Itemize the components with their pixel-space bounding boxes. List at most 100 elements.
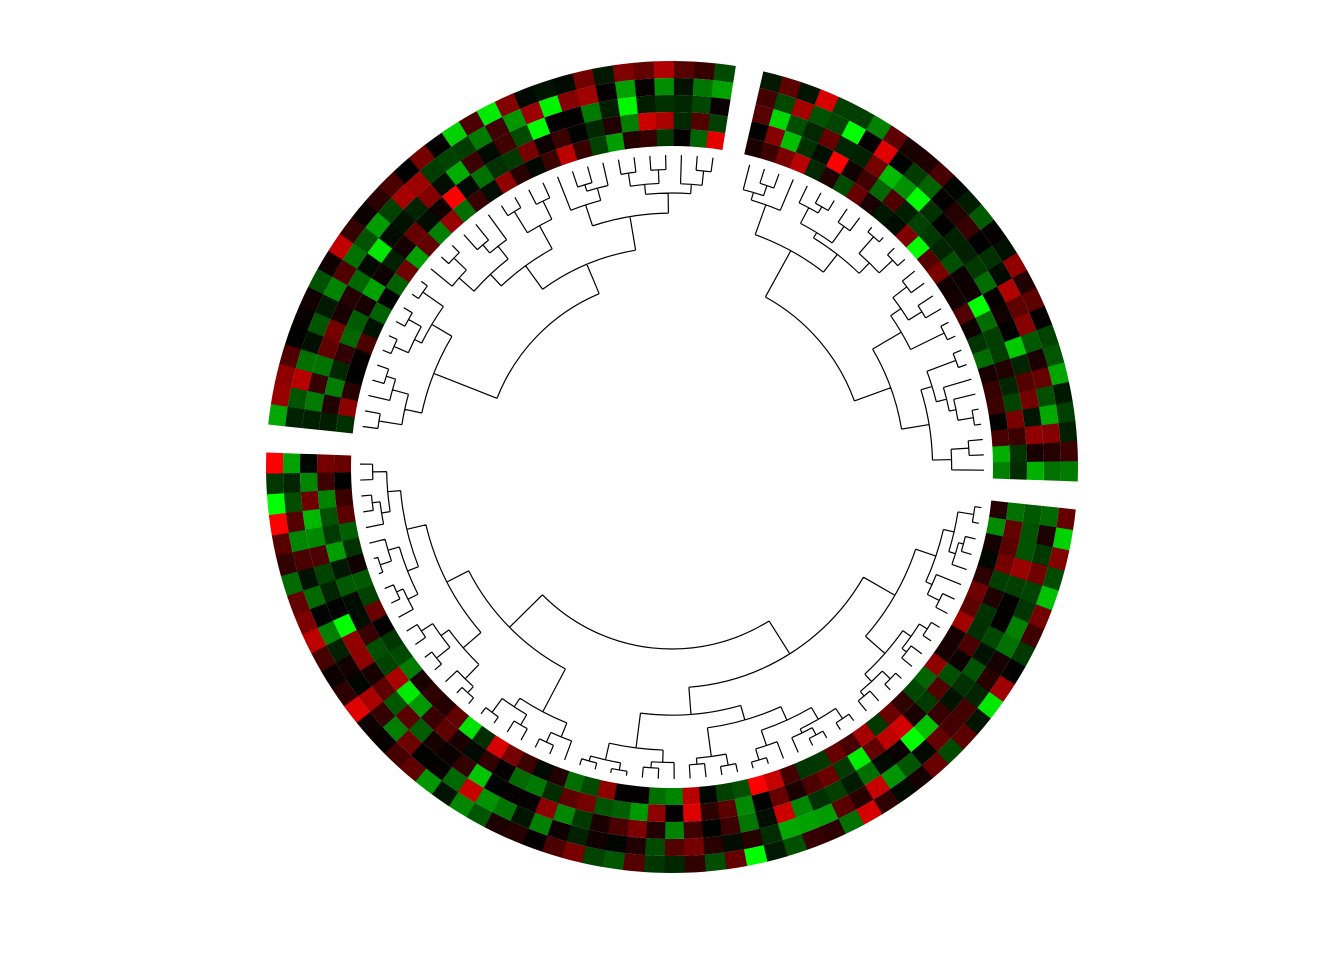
heatmap-cell [963, 255, 989, 280]
heatmap-cell [365, 212, 391, 239]
heatmap-cell [637, 112, 657, 131]
heatmap-cell [336, 504, 356, 525]
heatmap-cell [751, 791, 774, 813]
heatmap-cell [271, 532, 293, 557]
heatmap-cell [818, 166, 841, 189]
heatmap-cell [717, 799, 738, 819]
heatmap-cell [992, 462, 1011, 480]
heatmap-cell [329, 557, 352, 580]
heatmap-cell [966, 617, 990, 642]
heatmap-cell [447, 728, 473, 754]
heatmap-cell [507, 766, 532, 790]
heatmap-cell [607, 816, 630, 837]
heatmap-cell [572, 68, 596, 90]
heatmap-cell [975, 666, 1001, 693]
heatmap-cell [1000, 658, 1026, 685]
heatmap-cell [531, 758, 554, 782]
heatmap-cell [972, 564, 994, 587]
heatmap-cell [966, 332, 989, 355]
heatmap-cell [323, 318, 347, 343]
heatmap-cell [711, 80, 734, 100]
heatmap-cell [371, 262, 396, 288]
heatmap-cell [1026, 562, 1049, 586]
heatmap-cell [857, 129, 883, 155]
heatmap-cell [977, 363, 999, 385]
heatmap-cell [654, 95, 675, 113]
heatmap-cell [341, 629, 366, 655]
heatmap-cell [541, 781, 564, 804]
heatmap-cell [833, 135, 858, 160]
heatmap-cell [747, 774, 769, 796]
dendrogram-sector-3 [742, 164, 984, 471]
heatmap-cell [1035, 385, 1056, 408]
heatmap-cell [673, 95, 694, 113]
heatmap-cell [556, 143, 578, 166]
heatmap-cell [988, 412, 1008, 432]
heatmap-cell [345, 364, 367, 386]
heatmap-cell [645, 821, 666, 839]
heatmap-cell [430, 171, 457, 197]
heatmap-cell [367, 237, 393, 264]
heatmap-cell [328, 233, 354, 260]
heatmap-cell [692, 78, 714, 98]
heatmap-cell [441, 766, 468, 792]
heatmap-cell [547, 765, 570, 788]
heatmap-cell [959, 317, 983, 340]
heatmap-cell [419, 158, 446, 184]
heatmap-cell [1042, 343, 1065, 368]
heatmap-cell [275, 551, 298, 577]
heatmap-cell [382, 715, 409, 742]
heatmap-cell [963, 682, 990, 709]
heatmap-cell [931, 212, 956, 238]
heatmap-cell [335, 654, 361, 680]
heatmap-cell [968, 204, 995, 231]
heatmap-cell [950, 723, 978, 750]
heatmap-cell [636, 95, 657, 114]
heatmap-cell [451, 135, 477, 161]
heatmap-cell [395, 704, 421, 730]
heatmap-cell [830, 794, 857, 819]
heatmap-cell [1002, 519, 1023, 541]
heatmap-cell [325, 540, 347, 563]
heatmap-cell [338, 284, 363, 310]
heatmap-cell [997, 592, 1021, 617]
heatmap-cell [408, 717, 434, 743]
heatmap-cell [1043, 461, 1061, 481]
heatmap-cell [334, 471, 352, 490]
heatmap-cell [773, 92, 797, 115]
heatmap-cell [654, 78, 675, 96]
heatmap-cell [878, 164, 904, 189]
heatmap-cell [294, 609, 318, 635]
heatmap-cell [1035, 585, 1059, 611]
heatmap-cell [823, 779, 849, 804]
heatmap-cell [617, 96, 639, 116]
heatmap-cell [307, 372, 329, 395]
heatmap-cell [283, 472, 301, 494]
heatmap-cell [944, 288, 968, 312]
heatmap-cell [644, 838, 666, 856]
heatmap-cell [500, 781, 525, 806]
heatmap-cell [333, 342, 356, 365]
heatmap-cell [759, 141, 781, 163]
heatmap-cell [1055, 401, 1076, 424]
heatmap-cell [873, 139, 899, 165]
heatmap-cell [988, 342, 1011, 365]
heatmap-cell [562, 106, 585, 128]
heatmap-cell [825, 112, 850, 137]
heatmap-cell [847, 785, 874, 810]
heatmap-cell [517, 789, 542, 813]
heatmap-cell [1004, 575, 1027, 599]
heatmap-cell [317, 336, 340, 360]
heatmap-cell [381, 248, 406, 273]
heatmap-cell [630, 785, 650, 805]
heatmap-cell [997, 278, 1022, 303]
heatmap-cell [701, 818, 723, 838]
heatmap-cell [492, 758, 517, 782]
heatmap-cell [346, 309, 370, 333]
heatmap-cell [441, 185, 467, 210]
heatmap-cell [977, 549, 999, 571]
heatmap-cell [926, 700, 952, 727]
heatmap-cell [1012, 269, 1037, 296]
heatmap-cell [612, 62, 635, 83]
heatmap-cell [1019, 388, 1040, 411]
